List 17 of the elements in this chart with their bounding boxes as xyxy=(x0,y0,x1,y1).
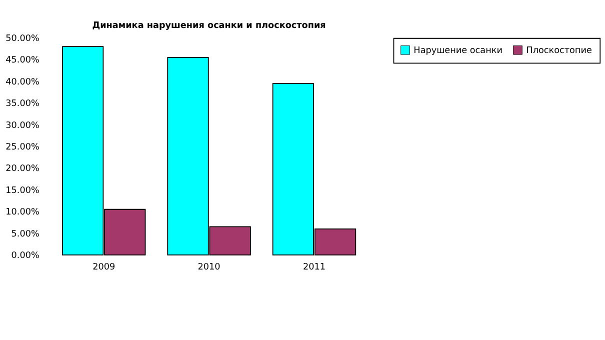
y-tick-label: 35.00% xyxy=(6,99,40,110)
y-tick-label: 20.00% xyxy=(6,164,40,174)
y-tick-label: 0.00% xyxy=(11,251,40,262)
x-tick-label: 2011 xyxy=(302,262,326,273)
y-tick-label: 5.00% xyxy=(11,229,40,240)
y-tick-label: 25.00% xyxy=(6,142,40,153)
y-tick-label: 10.00% xyxy=(6,208,40,218)
x-tick-label: 2009 xyxy=(92,262,116,273)
chart-title: Динамика нарушения осанки и плоскостопия xyxy=(92,21,326,32)
y-tick-label: 15.00% xyxy=(6,186,40,196)
y-tick-label: 50.00% xyxy=(6,34,40,44)
x-tick-label: 2010 xyxy=(198,262,221,273)
legend-label: Нарушение осанки xyxy=(414,46,502,56)
y-tick-label: 30.00% xyxy=(6,120,40,131)
y-tick-label: 45.00% xyxy=(6,56,40,66)
legend-label: Плоскостопие xyxy=(526,46,592,56)
y-tick-label: 40.00% xyxy=(6,77,40,88)
